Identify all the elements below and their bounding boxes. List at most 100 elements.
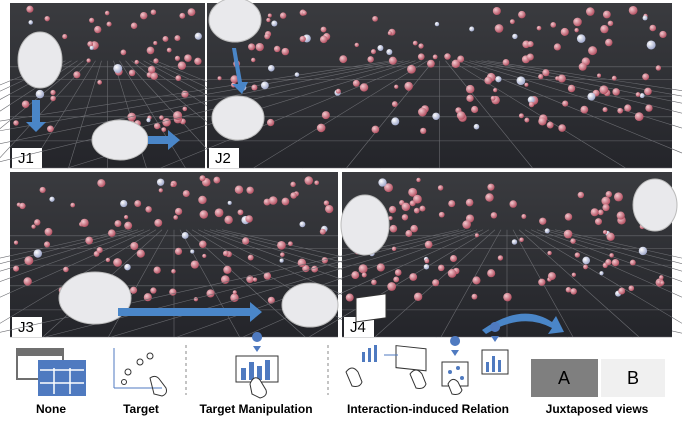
sphere xyxy=(509,200,517,208)
sphere xyxy=(263,198,271,206)
sphere xyxy=(177,61,187,70)
sphere xyxy=(372,15,378,22)
floor-grid xyxy=(110,229,472,338)
sphere xyxy=(242,237,250,245)
sphere xyxy=(159,115,164,120)
sphere xyxy=(635,92,641,97)
none-icon xyxy=(16,348,86,396)
sphere xyxy=(251,84,258,91)
sphere xyxy=(616,211,625,220)
sphere xyxy=(47,125,54,133)
sphere xyxy=(471,293,478,300)
sphere xyxy=(153,58,159,64)
floor-grid xyxy=(0,60,84,129)
sphere xyxy=(599,85,609,95)
sphere xyxy=(405,230,413,237)
sphere xyxy=(288,241,293,247)
sphere xyxy=(437,264,445,272)
panel-label: J2 xyxy=(215,150,231,167)
sphere xyxy=(624,104,632,112)
floor-grid xyxy=(253,60,428,169)
sphere xyxy=(646,40,656,50)
panel-label: J1 xyxy=(18,150,34,167)
sphere xyxy=(448,200,456,208)
sphere xyxy=(518,10,526,19)
sphere xyxy=(393,276,400,283)
sphere xyxy=(389,224,398,233)
sphere xyxy=(512,33,518,40)
sphere xyxy=(89,17,95,23)
floor-grid xyxy=(179,229,240,338)
sphere xyxy=(602,230,608,235)
sphere xyxy=(456,111,466,120)
legend-label: Target xyxy=(123,402,159,416)
sphere xyxy=(299,221,306,228)
sphere xyxy=(560,27,569,36)
sphere xyxy=(230,75,239,84)
sphere xyxy=(217,76,222,81)
sphere xyxy=(153,122,161,130)
sphere xyxy=(50,95,56,102)
sphere xyxy=(570,238,576,244)
sphere xyxy=(407,64,416,74)
panel-label: J4 xyxy=(350,319,366,336)
floor-grid xyxy=(0,60,404,144)
sphere xyxy=(649,24,657,32)
sphere xyxy=(371,125,380,134)
sphere xyxy=(638,246,648,256)
sphere xyxy=(280,252,285,257)
sphere xyxy=(613,192,623,202)
sphere xyxy=(492,6,501,16)
sphere xyxy=(538,117,547,126)
sphere xyxy=(237,209,244,216)
sphere xyxy=(484,76,493,85)
sphere xyxy=(424,258,430,264)
sphere xyxy=(394,84,399,89)
sphere xyxy=(120,199,128,208)
sphere xyxy=(466,94,474,102)
sphere xyxy=(13,120,19,126)
sphere xyxy=(94,25,102,34)
sphere xyxy=(659,275,664,280)
hand xyxy=(211,95,265,141)
sphere xyxy=(490,212,498,219)
sphere xyxy=(130,241,139,251)
screenshot-panel: J4 xyxy=(0,172,682,338)
sphere xyxy=(536,25,542,31)
sphere xyxy=(485,193,494,202)
sphere xyxy=(232,290,237,295)
sphere xyxy=(179,12,186,19)
sphere xyxy=(319,35,328,44)
sphere xyxy=(190,260,199,269)
sphere xyxy=(182,190,190,198)
sphere xyxy=(13,265,20,272)
floor-grid xyxy=(451,60,626,169)
sphere xyxy=(639,93,645,99)
sphere xyxy=(290,192,297,199)
sphere xyxy=(321,111,330,120)
hand xyxy=(58,271,132,325)
sphere xyxy=(597,73,602,78)
sphere xyxy=(424,240,433,249)
sphere xyxy=(267,296,275,304)
sphere xyxy=(273,45,281,53)
sphere xyxy=(570,288,577,295)
sphere xyxy=(371,279,377,285)
sphere xyxy=(524,117,530,123)
sphere xyxy=(174,35,181,42)
view-b xyxy=(601,359,665,397)
legend-label: Interaction-induced Relation xyxy=(347,402,509,416)
screenshot-panel: J2 xyxy=(0,3,682,169)
floor-grid xyxy=(0,229,127,259)
sphere xyxy=(611,75,617,81)
sphere xyxy=(156,178,165,186)
sphere xyxy=(509,19,515,25)
sphere xyxy=(432,54,438,60)
sphere xyxy=(423,264,430,270)
floor-grid xyxy=(160,60,422,169)
sphere xyxy=(271,20,278,27)
floor-grid xyxy=(68,60,102,169)
sphere xyxy=(184,54,192,62)
sphere xyxy=(416,177,421,183)
sphere xyxy=(106,21,112,27)
